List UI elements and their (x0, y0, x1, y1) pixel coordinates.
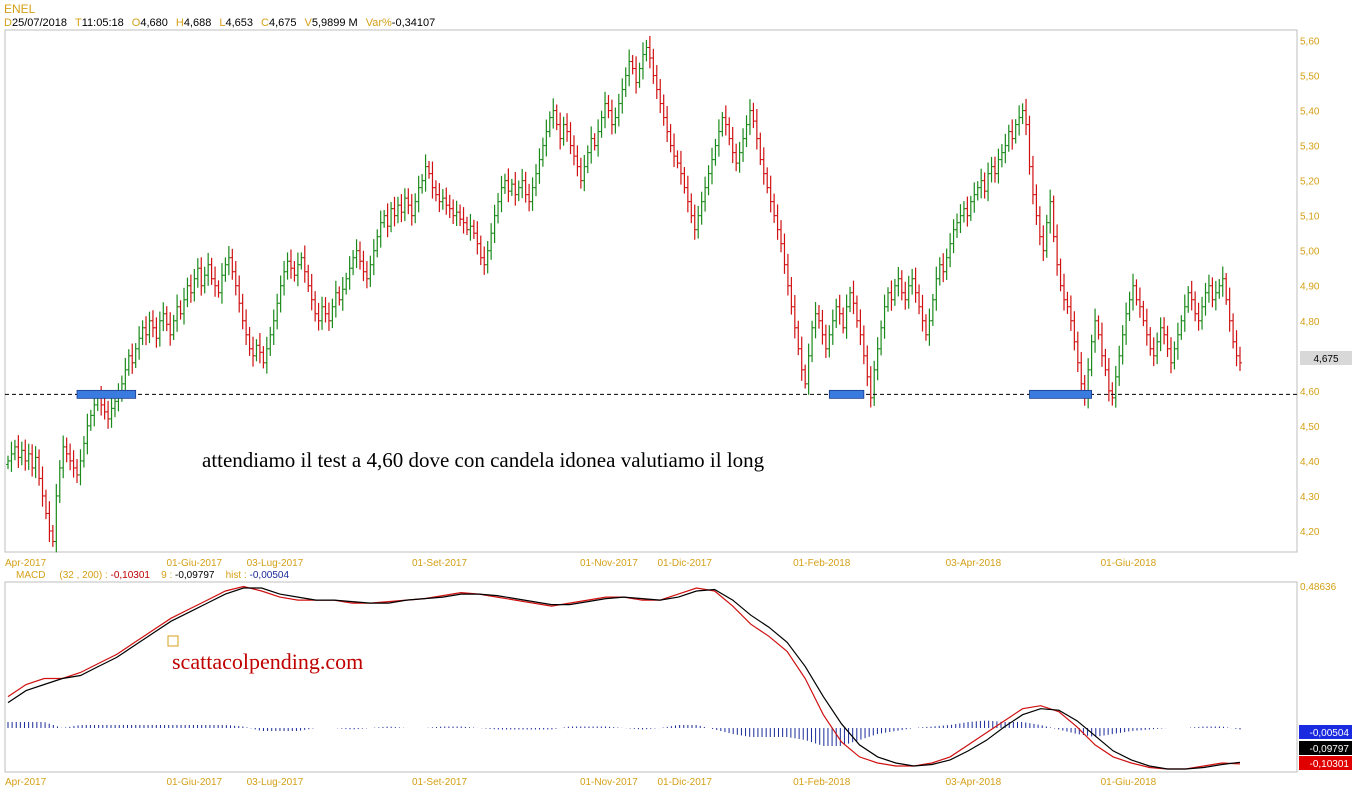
price-y-tick: 5,20 (1300, 177, 1320, 188)
price-x-axis: Apr-2017 01-Giu-2017 03-Lug-2017 01-Set-201… (5, 558, 1157, 569)
macd-name: MACD (16, 570, 46, 581)
ohlc-key: V (304, 17, 312, 29)
x-tick-label: 03-Lug-2017 (247, 777, 304, 788)
price-y-tick: 4,20 (1300, 527, 1320, 538)
ohlc-key: D (4, 17, 12, 29)
support-zone-box (76, 389, 137, 399)
hist-value-box (1299, 725, 1352, 739)
macd-panel-frame (4, 581, 1298, 773)
ohlc-value: 4,675 (268, 17, 297, 29)
price-y-tick: 4,90 (1300, 282, 1320, 293)
last-price-tag: 4,675 (1313, 354, 1338, 365)
x-tick-label: 01-Feb-2018 (793, 558, 851, 569)
x-tick-label: 01-Nov-2017 (580, 558, 638, 569)
hist-label: hist : (225, 570, 247, 581)
x-tick-label: 01-Set-2017 (412, 558, 467, 569)
signal-value-box (1299, 741, 1352, 755)
ohlc-value: 4,653 (225, 17, 253, 29)
macd-series-signal (7, 587, 1241, 770)
ohlc-key: O (131, 17, 141, 29)
price-y-tick: 4,30 (1300, 492, 1320, 503)
x-tick-label: 03-Apr-2018 (946, 558, 1002, 569)
x-tick-label: 01-Giu-2017 (167, 777, 223, 788)
price-panel-frame (4, 29, 1298, 553)
macd-series-macd (7, 585, 1241, 770)
support-group (5, 389, 1297, 399)
macd-value-label: -0,10301 (1310, 759, 1350, 770)
price-y-tick: 4,60 (1300, 387, 1320, 398)
x-tick-label: 01-Feb-2018 (793, 777, 851, 788)
macd-y-axis: 0,48636 (1300, 582, 1337, 593)
signal-value-label: -0,09797 (1310, 744, 1350, 755)
ohlc-info-bar: D25/07/2018 T11:05:18 O4,680 H4,688 L4,653 C4… (4, 17, 443, 29)
x-tick-label: 01-Nov-2017 (580, 777, 638, 788)
price-y-tick: 5,00 (1300, 247, 1320, 258)
price-y-tick: 5,40 (1300, 107, 1320, 118)
ohlc-key: L (219, 17, 226, 29)
price-y-tick: 5,60 (1300, 37, 1320, 48)
ohlc-key: Var% (365, 17, 392, 29)
signal-label: 9 : (161, 570, 173, 581)
macd-histogram (7, 720, 1241, 746)
macd-x-axis: Apr-2017 01-Giu-2017 03-Lug-2017 01-Set-201… (5, 777, 1157, 788)
watermark-text: scattacolpending.com (172, 649, 363, 674)
symbol-title: ENEL (4, 2, 36, 16)
watermark-square-icon (167, 635, 179, 647)
price-y-tick: 5,50 (1300, 72, 1320, 83)
x-tick-label: 01-Dic-2017 (657, 558, 712, 569)
macd-params: (32 , 200) : (59, 570, 108, 581)
candles-group (6, 36, 1242, 553)
ohlc-value: 25/07/2018 (11, 17, 68, 29)
macd-value: -0,10301 (110, 570, 150, 581)
price-y-tick: 4,80 (1300, 317, 1320, 328)
last-price-tag-bg (1300, 351, 1352, 365)
x-tick-label: 01-Set-2017 (412, 777, 467, 788)
ohlc-value: -0,34107 (391, 17, 436, 29)
x-tick-label: 01-Giu-2017 (167, 558, 223, 569)
macd-lines (7, 585, 1241, 770)
x-tick-label: 01-Giu-2018 (1101, 558, 1157, 569)
ohlc-key: T (75, 17, 82, 29)
ohlc-value: 4,688 (183, 17, 212, 29)
ohlc-value: 5,9899 M (311, 17, 358, 29)
x-tick-label: 01-Dic-2017 (657, 777, 712, 788)
x-tick-label: Apr-2017 (5, 777, 47, 788)
chart-annotation: attendiamo il test a 4,60 dove con cande… (202, 448, 765, 472)
x-tick-label: 01-Giu-2018 (1101, 777, 1157, 788)
ohlc-key: C (261, 17, 269, 29)
signal-value: -0,09797 (175, 570, 215, 581)
price-y-axis: 4,204,304,404,504,604,704,804,905,005,10… (1300, 37, 1320, 538)
macd-y-tick: 0,48636 (1300, 582, 1337, 593)
price-y-tick: 5,30 (1300, 142, 1320, 153)
x-tick-label: 03-Lug-2017 (247, 558, 304, 569)
support-zone-box (1029, 389, 1093, 399)
support-zone-box (828, 389, 865, 399)
ohlc-value: 4,680 (140, 17, 168, 29)
price-y-tick: 5,10 (1300, 212, 1320, 223)
macd-header: MACD (32 , 200) : -0,10301 9 : -0,09797 … (16, 570, 289, 581)
x-tick-label: 03-Apr-2018 (946, 777, 1002, 788)
hist-value-label: -0,00504 (1310, 728, 1350, 739)
price-y-tick: 4,40 (1300, 457, 1320, 468)
hist-value: -0,00504 (249, 570, 290, 581)
price-y-tick: 4,50 (1300, 422, 1320, 433)
macd-value-box (1299, 756, 1352, 770)
x-tick-label: Apr-2017 (5, 558, 47, 569)
ohlc-value: 11:05:18 (81, 17, 124, 29)
ohlc-key: H (175, 17, 184, 29)
